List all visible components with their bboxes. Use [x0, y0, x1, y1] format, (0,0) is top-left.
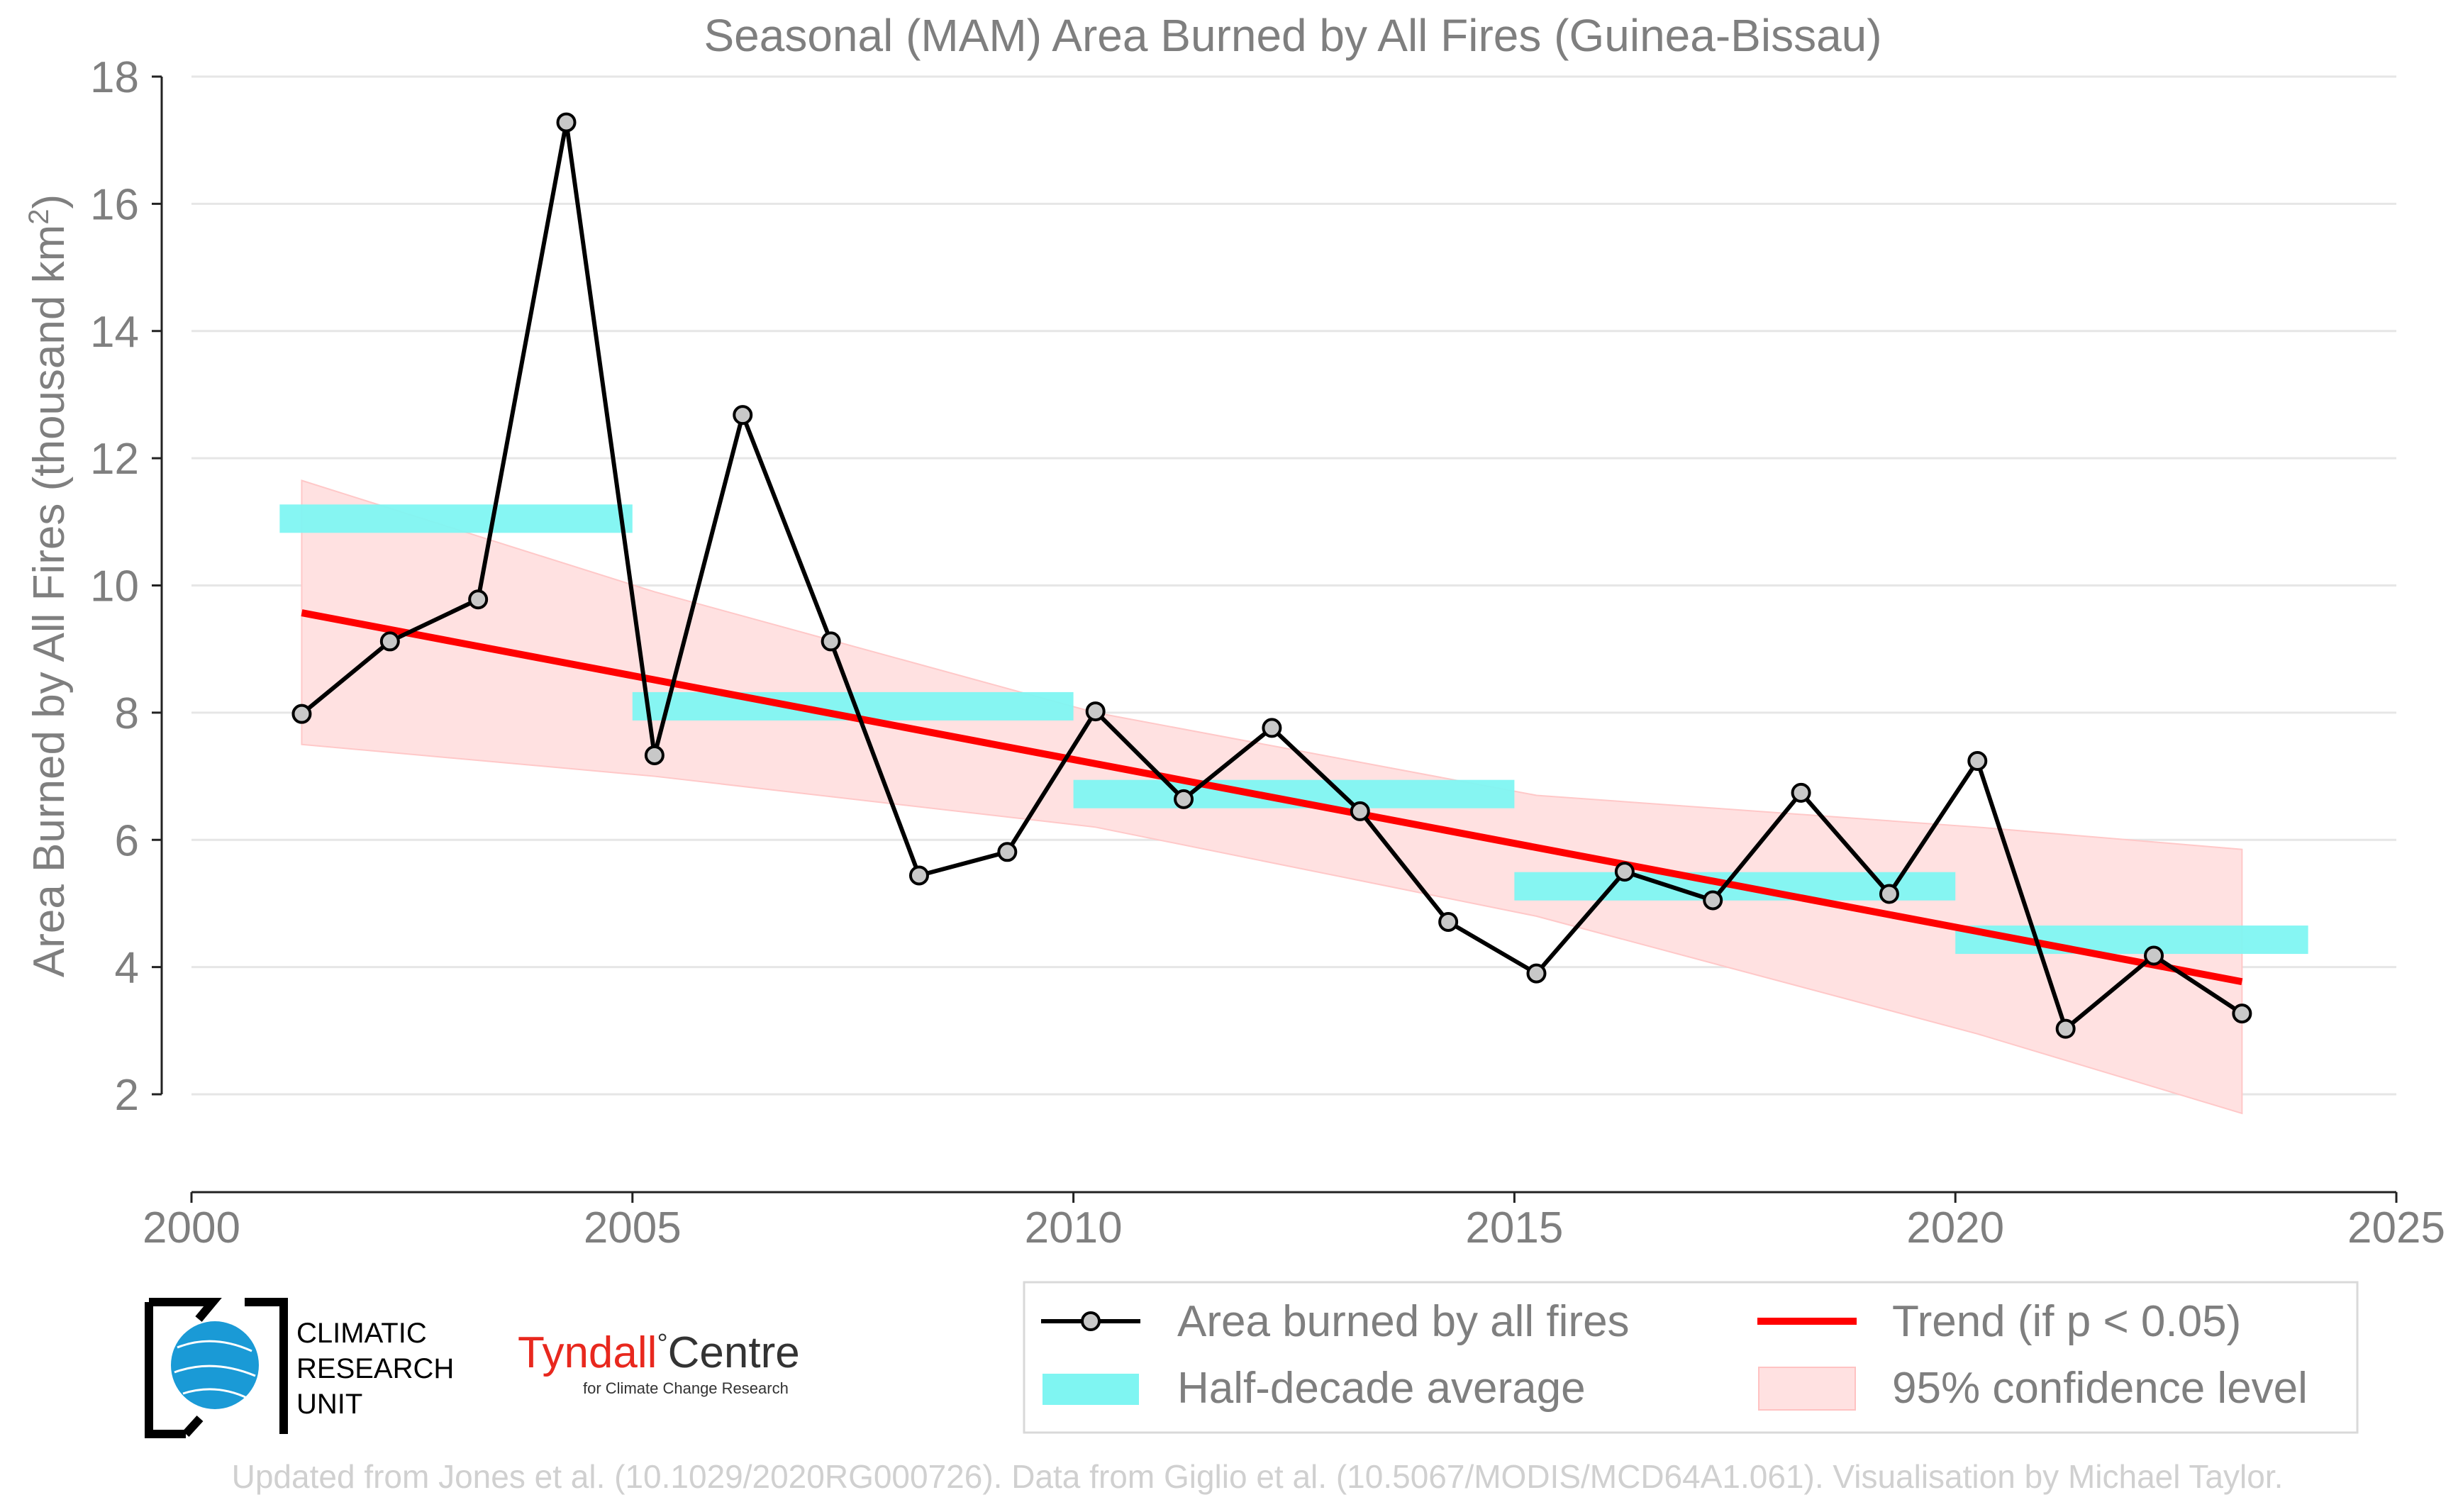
y-ticks: 2 4 6 8 10 12 14 16 18 [90, 53, 162, 1120]
tyndall-degree: ° [657, 1329, 667, 1359]
cru-text-3: UNIT [296, 1389, 362, 1420]
y-tick-label-10: 10 [90, 562, 139, 611]
legend-avg-swatch [1043, 1374, 1139, 1405]
tyndall-main: Tyndall [518, 1328, 657, 1377]
data-point-2013.25 [1350, 801, 1370, 821]
data-point-2003.25 [468, 589, 489, 610]
y-tick-label-14: 14 [90, 308, 139, 357]
data-point-2016.25 [1614, 862, 1635, 882]
data-point-2020.25 [1967, 751, 1988, 772]
x-tick-label-2015: 2015 [1465, 1204, 1563, 1252]
legend-label-trend: Trend (if p < 0.05) [1892, 1297, 2241, 1346]
cru-text-1: CLIMATIC [296, 1318, 427, 1349]
legend-label-avg: Half-decade average [1177, 1364, 1586, 1413]
data-point-2015.25 [1526, 963, 1547, 984]
x-ticks: 2000 2005 2010 2015 2020 2025 [143, 1192, 2445, 1252]
data-point-2009.25 [997, 842, 1018, 862]
half-decade-bar-0 [279, 504, 633, 533]
cru-logo: CLIMATIC RESEARCH UNIT [145, 1298, 454, 1438]
data-point-2010.25 [1085, 701, 1106, 722]
data-point-2011.25 [1174, 789, 1194, 809]
y-tick-label-16: 16 [90, 180, 139, 229]
data-point-2006.25 [733, 405, 753, 426]
data-point-2023.25 [2232, 1004, 2252, 1024]
y-axis-label-main: Area Burned by All Fires (thousand km [25, 225, 74, 977]
y-tick-label-4: 4 [115, 944, 139, 993]
y-tick-label-2: 2 [115, 1071, 139, 1120]
y-tick-label-6: 6 [115, 816, 139, 865]
data-point-2008.25 [908, 865, 929, 886]
data-point-2007.25 [821, 631, 841, 652]
x-tick-label-2005: 2005 [584, 1204, 682, 1252]
x-tick-label-2025: 2025 [2347, 1204, 2445, 1252]
data-point-2022.25 [2144, 945, 2164, 966]
legend-label-area: Area burned by all fires [1177, 1297, 1630, 1346]
legend-frame [1023, 1281, 2359, 1434]
cru-logo-frame [145, 1298, 288, 1438]
tyndall-centre: Centre [668, 1328, 800, 1377]
trend-line [301, 609, 2243, 986]
data-point-2004.25 [556, 112, 577, 133]
footer-credit: Updated from Jones et al. (10.1029/2020R… [232, 1458, 2284, 1495]
data-point-2021.25 [2055, 1018, 2076, 1039]
x-tick-label-2020: 2020 [1906, 1204, 2004, 1252]
data-point-2001.25 [291, 704, 312, 724]
y-axis-label-sup: 2 [23, 209, 55, 225]
tyndall-wordmark: Tyndall°Centre [518, 1328, 800, 1377]
data-point-2019.25 [1879, 884, 1899, 904]
y-axis-label-suffix: ) [25, 194, 74, 209]
data-point-2018.25 [1791, 782, 1811, 803]
legend: Area burned by all fires Half-decade ave… [1023, 1281, 2359, 1434]
legend-line-marker [1081, 1311, 1101, 1331]
x-tick-label-2000: 2000 [143, 1204, 240, 1252]
data-point-2012.25 [1262, 718, 1282, 738]
legend-label-ci: 95% confidence level [1892, 1364, 2308, 1413]
x-tick-label-2010: 2010 [1025, 1204, 1123, 1252]
cru-globe-lines [174, 1340, 256, 1400]
tyndall-logo: Tyndall°Centre for Climate Change Resear… [518, 1328, 800, 1397]
series-layer [291, 112, 2252, 1039]
y-tick-label-18: 18 [90, 53, 139, 102]
y-tick-label-8: 8 [115, 689, 139, 738]
tyndall-subtitle: for Climate Change Research [583, 1379, 789, 1397]
trend-layer [301, 609, 2243, 986]
y-tick-label-12: 12 [90, 435, 139, 484]
chart-title: Seasonal (MAM) Area Burned by All Fires … [704, 10, 1881, 61]
y-axis-label: Area Burned by All Fires (thousand km2) [23, 194, 74, 977]
data-point-2002.25 [379, 631, 400, 652]
legend-ci-swatch [1758, 1367, 1856, 1411]
data-point-2005.25 [644, 745, 665, 765]
data-point-2014.25 [1438, 911, 1459, 932]
data-point-2017.25 [1703, 890, 1723, 911]
cru-text-2: RESEARCH [296, 1353, 454, 1384]
